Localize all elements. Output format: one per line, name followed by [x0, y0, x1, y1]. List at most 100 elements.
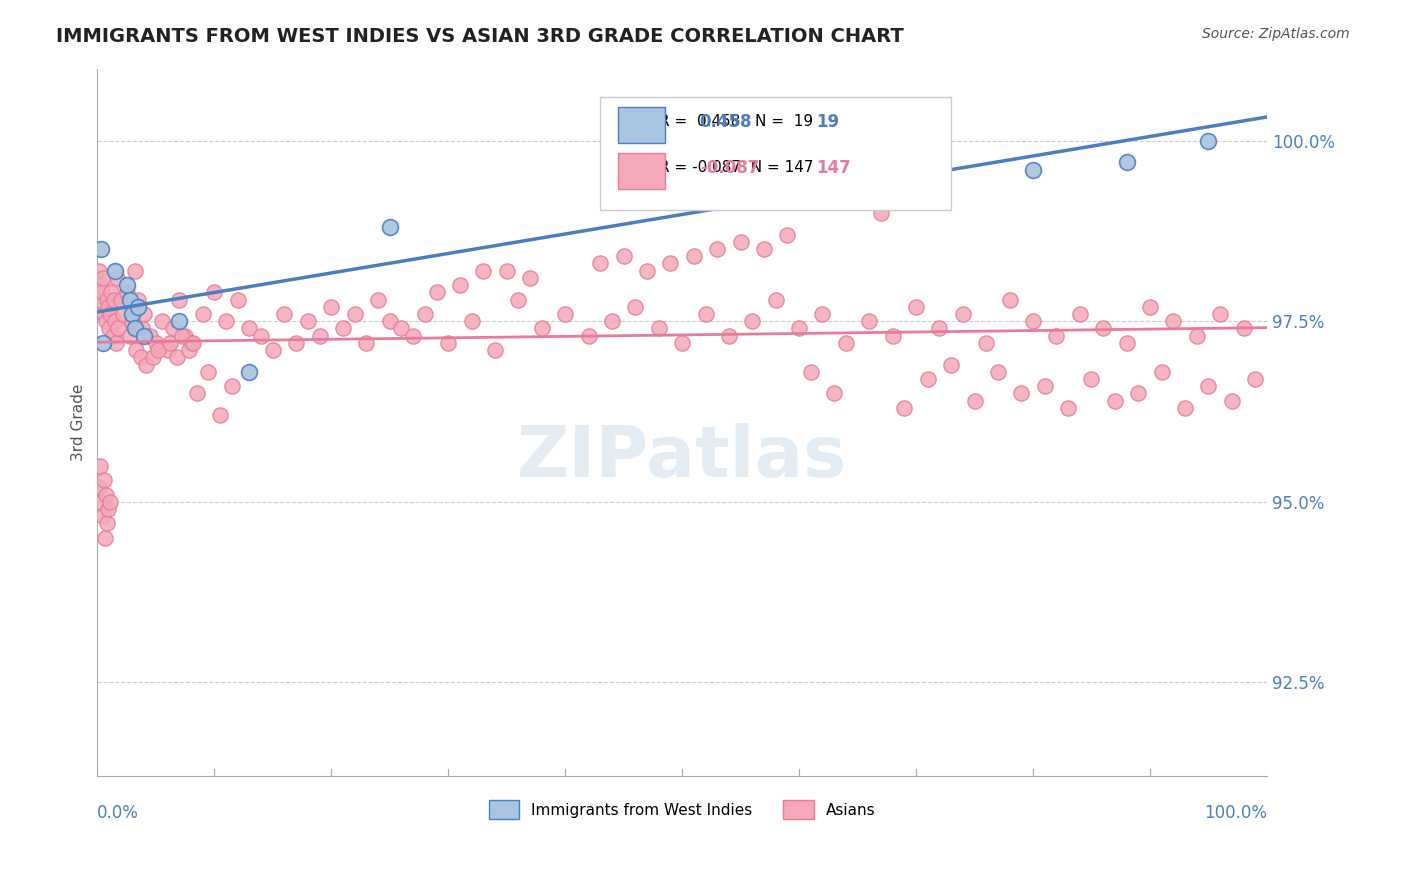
Point: [250, 328, 273, 343]
Point: [124, 263, 146, 277]
Legend: Immigrants from West Indies, Asians: Immigrants from West Indies, Asians: [482, 794, 882, 825]
Text: R =  0.458   N =  19: R = 0.458 N = 19: [659, 114, 813, 129]
Point: [624, 300, 647, 314]
Point: [90, 242, 112, 256]
Point: [671, 335, 693, 350]
Point: [226, 293, 249, 307]
Point: [787, 321, 810, 335]
Point: [90, 278, 112, 293]
Point: [121, 314, 143, 328]
Point: [765, 293, 787, 307]
Point: [135, 358, 157, 372]
Point: [682, 249, 704, 263]
Text: -0.087: -0.087: [700, 159, 759, 177]
Point: [174, 328, 197, 343]
Point: [121, 307, 143, 321]
Point: [1232, 321, 1254, 335]
Point: [659, 256, 682, 270]
Point: [367, 293, 389, 307]
Point: [589, 256, 612, 270]
Point: [437, 335, 460, 350]
Point: [648, 321, 671, 335]
Point: [800, 365, 823, 379]
Point: [987, 365, 1010, 379]
Point: [905, 169, 928, 184]
Point: [180, 335, 202, 350]
Point: [378, 314, 401, 328]
Point: [519, 271, 541, 285]
Point: [91, 271, 114, 285]
Point: [91, 509, 114, 524]
Point: [96, 293, 118, 307]
Point: [98, 307, 121, 321]
Point: [811, 307, 834, 321]
Point: [952, 307, 974, 321]
Point: [127, 300, 149, 314]
Text: 100.0%: 100.0%: [1204, 805, 1267, 822]
Point: [167, 293, 190, 307]
Point: [262, 343, 284, 358]
Point: [159, 335, 181, 350]
Point: [238, 365, 260, 379]
Point: [94, 487, 117, 501]
Point: [120, 328, 142, 343]
Point: [508, 293, 530, 307]
Point: [1150, 365, 1173, 379]
Point: [391, 321, 413, 335]
Y-axis label: 3rd Grade: 3rd Grade: [72, 384, 86, 461]
Point: [125, 343, 148, 358]
Point: [215, 314, 238, 328]
Point: [530, 321, 553, 335]
Point: [998, 293, 1021, 307]
Text: Source: ZipAtlas.com: Source: ZipAtlas.com: [1202, 27, 1350, 41]
Point: [741, 314, 763, 328]
Point: [186, 386, 208, 401]
Point: [613, 249, 636, 263]
Point: [112, 307, 135, 321]
Point: [413, 307, 436, 321]
Point: [96, 516, 118, 531]
Point: [134, 307, 156, 321]
Point: [893, 401, 915, 415]
Point: [1174, 401, 1197, 415]
Point: [378, 220, 401, 235]
Point: [472, 263, 495, 277]
Point: [115, 285, 138, 300]
Point: [89, 458, 111, 473]
Point: [917, 372, 939, 386]
Point: [1010, 386, 1032, 401]
Point: [1092, 321, 1115, 335]
Point: [928, 321, 950, 335]
Point: [177, 343, 200, 358]
Point: [963, 393, 986, 408]
Point: [167, 314, 190, 328]
Point: [1128, 386, 1150, 401]
Point: [87, 480, 110, 494]
Point: [142, 351, 165, 365]
Point: [460, 314, 482, 328]
Point: [97, 502, 120, 516]
Point: [870, 206, 893, 220]
Point: [308, 328, 330, 343]
Point: [974, 335, 997, 350]
Point: [554, 307, 576, 321]
Point: [321, 300, 343, 314]
Point: [1209, 307, 1232, 321]
Point: [1139, 300, 1161, 314]
Point: [104, 314, 127, 328]
Point: [124, 321, 146, 335]
Point: [706, 242, 728, 256]
Point: [197, 365, 219, 379]
Point: [107, 321, 129, 335]
Point: [103, 293, 125, 307]
Point: [613, 192, 636, 206]
Point: [93, 307, 115, 321]
Point: [115, 278, 138, 293]
Point: [94, 314, 117, 328]
Point: [835, 335, 858, 350]
Point: [695, 307, 717, 321]
Point: [939, 358, 962, 372]
Point: [170, 328, 193, 343]
Point: [131, 321, 153, 335]
Point: [221, 379, 243, 393]
